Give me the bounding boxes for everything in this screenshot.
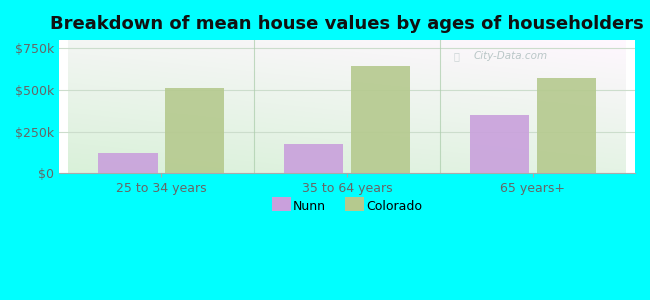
- Bar: [98, 153, 157, 173]
- Bar: [165, 88, 224, 173]
- Bar: [351, 66, 410, 173]
- Title: Breakdown of mean house values by ages of householders: Breakdown of mean house values by ages o…: [50, 15, 644, 33]
- Bar: [536, 78, 596, 173]
- Text: 🔍: 🔍: [454, 51, 460, 61]
- Bar: [284, 144, 343, 173]
- Text: City-Data.com: City-Data.com: [474, 51, 548, 61]
- Legend: Nunn, Colorado: Nunn, Colorado: [267, 195, 427, 218]
- Bar: [470, 115, 529, 173]
